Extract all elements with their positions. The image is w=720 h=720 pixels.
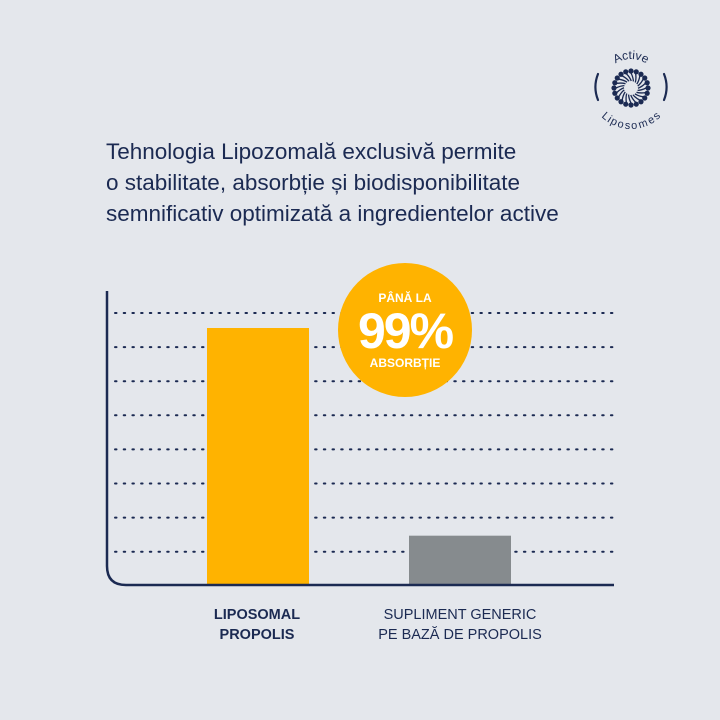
category-label-line: PE BAZĂ DE PROPOLIS: [378, 627, 542, 643]
absorption-badge: PÂNĂ LA 99% ABSORBȚIE: [338, 263, 472, 397]
headline-line: semnificativ optimizată a ingredientelor…: [106, 201, 559, 226]
liposome-tail: [630, 94, 637, 103]
liposome-head: [644, 80, 650, 86]
grid-lines: [114, 312, 617, 553]
liposome-head: [618, 99, 624, 105]
liposome-head: [612, 90, 618, 96]
liposome-head: [611, 85, 617, 91]
liposome-tail: [621, 75, 630, 82]
liposome-tail: [637, 87, 647, 92]
headline-line: Tehnologia Lipozomală exclusivă permite: [106, 139, 517, 164]
liposome-head: [614, 95, 620, 101]
bar-liposomal-propolis: [207, 328, 309, 585]
liposome-tail: [634, 93, 644, 98]
liposome-head: [612, 80, 618, 86]
badge-bottom: ABSORBȚIE: [369, 356, 441, 370]
liposome-tail: [616, 82, 626, 85]
liposome-head: [633, 69, 639, 75]
axes: [105, 291, 614, 587]
active-liposomes-logo: Active Liposomes: [594, 48, 668, 132]
category-label: SUPLIMENT GENERIC PE BAZĂ DE PROPOLIS: [360, 605, 560, 645]
liposome-head: [623, 101, 629, 107]
category-label-line: SUPLIMENT GENERIC: [383, 607, 537, 623]
liposome-tail: [618, 78, 628, 83]
headline: Tehnologia Lipozomală exclusivă permite …: [106, 136, 686, 229]
liposome-tail: [636, 75, 641, 85]
liposome-tail: [625, 73, 632, 82]
liposome-head: [633, 101, 639, 107]
badge-value: 99%: [357, 303, 454, 359]
liposome-tail: [632, 94, 641, 101]
bar-generic-supplement: [409, 535, 511, 585]
liposome-head: [642, 95, 648, 101]
category-label: LIPOSOMAL PROPOLIS: [157, 605, 357, 645]
headline-line: o stabilitate, absorbție și biodisponibi…: [106, 170, 520, 195]
liposome-tail: [616, 87, 625, 94]
liposome-head: [628, 102, 634, 108]
liposome-tail: [636, 91, 646, 94]
liposome-tail: [634, 73, 637, 83]
liposome-head: [628, 68, 634, 74]
liposome-tail: [637, 82, 646, 89]
liposome-head: [638, 99, 644, 105]
liposome-tail: [621, 91, 626, 101]
liposome-head: [618, 71, 624, 77]
liposome-tail: [627, 94, 632, 104]
category-label-line: LIPOSOMAL: [213, 607, 301, 623]
badge-top: PÂNĂ LA: [378, 291, 432, 305]
liposome-tail: [630, 72, 635, 82]
liposome-icon: [611, 68, 651, 108]
liposome-head: [644, 90, 650, 96]
liposome-head: [642, 75, 648, 81]
liposome-tail: [625, 93, 628, 103]
liposome-tail: [637, 78, 644, 87]
bars: [207, 328, 511, 585]
liposome-head: [645, 85, 651, 91]
liposome-tail: [618, 89, 625, 98]
liposome-head: [623, 69, 629, 75]
category-label-line: PROPOLIS: [219, 627, 295, 643]
liposome-tail: [615, 84, 625, 89]
liposome-head: [614, 75, 620, 81]
liposome-head: [638, 71, 644, 77]
